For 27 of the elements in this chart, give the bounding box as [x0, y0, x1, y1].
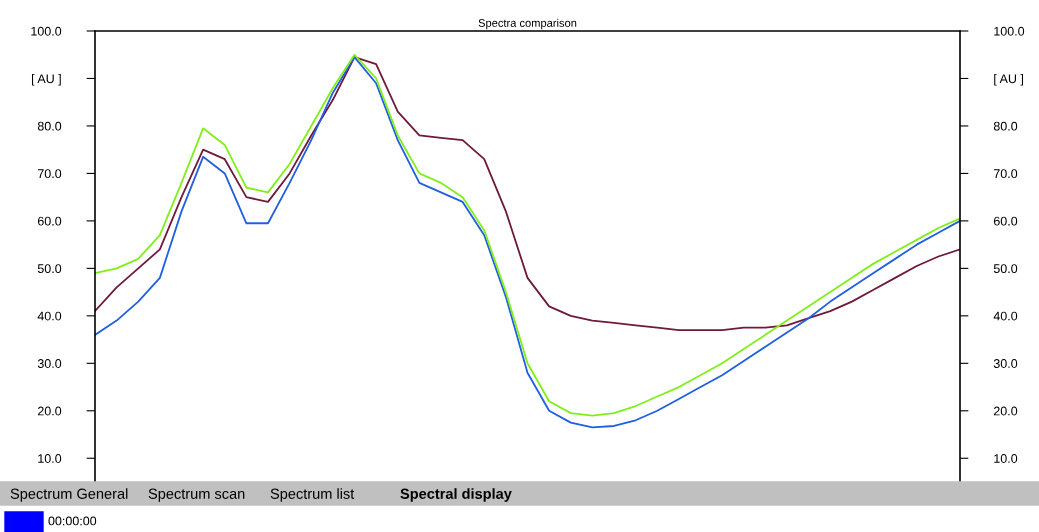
y-tick-label: 60.0	[37, 216, 62, 226]
line-series	[95, 56, 960, 331]
chart-title: Spectra comparison	[478, 18, 577, 30]
y2-tick-label: 10.0	[994, 454, 1018, 463]
y-tick-label: 70.0	[37, 169, 62, 179]
y2-tick-label: 80.0	[993, 121, 1018, 131]
y-tick-label: 50.0	[37, 264, 62, 274]
y2-tick-label: 40.0	[993, 311, 1018, 321]
y2-tick-label: 20.0	[993, 406, 1018, 416]
y-tick-label: 10.0	[38, 454, 62, 463]
text: 00:00:00	[48, 516, 97, 526]
y-tick-label: [ AU ]	[31, 73, 61, 86]
y-tick-label: 20.0	[37, 406, 62, 416]
y2-tick-label: 50.0	[993, 264, 1018, 274]
text: Spectral display	[400, 488, 512, 502]
y2-tick-label: 70.0	[993, 169, 1018, 179]
text: Spectrum General	[10, 488, 128, 502]
y2-tick-label: 60.0	[993, 216, 1018, 226]
y2-tick-label: [ AU ]	[994, 73, 1024, 86]
y2-tick-label: 30.0	[993, 359, 1018, 368]
text: Spectrum list	[270, 488, 355, 502]
y-tick-label: 40.0	[37, 311, 62, 321]
text: Spectrum scan	[148, 488, 245, 502]
y-tick-label: 80.0	[37, 121, 62, 131]
y-tick-label: 30.0	[37, 359, 62, 368]
y2-tick-label: 100.0	[994, 26, 1025, 36]
y-tick-label: 100.0	[31, 26, 62, 36]
